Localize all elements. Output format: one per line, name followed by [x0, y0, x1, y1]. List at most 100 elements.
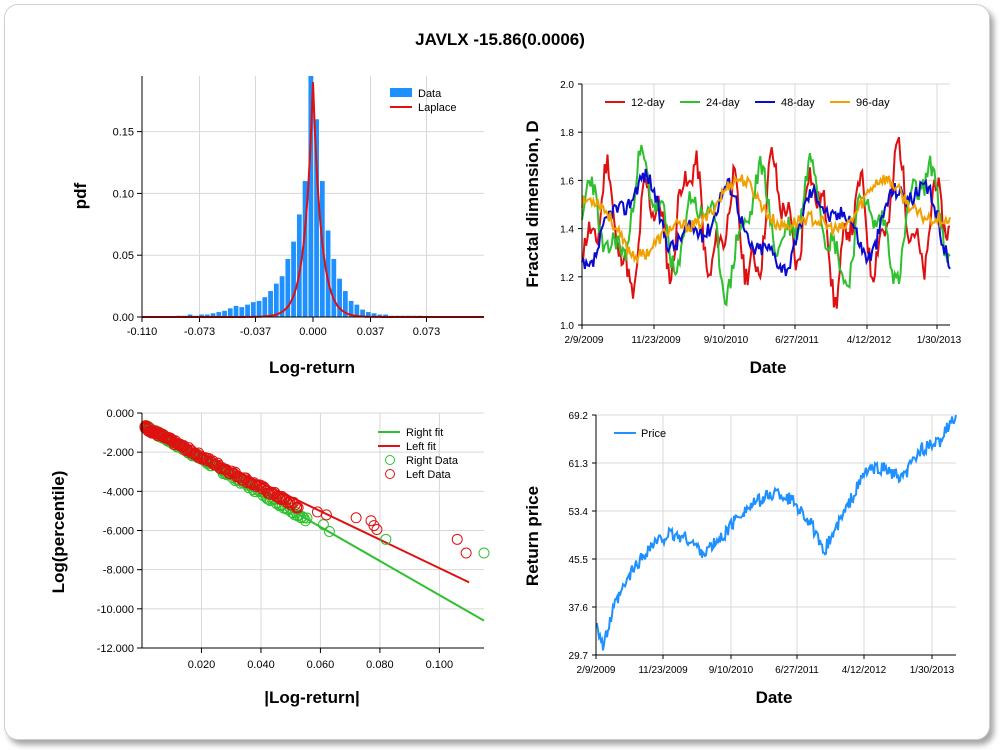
histogram-ytick-label: 0.00	[113, 312, 134, 324]
histogram-bar	[268, 291, 273, 317]
tail-ytick-label: -10.000	[97, 604, 134, 616]
tail-ytick-label: -8.000	[103, 565, 134, 577]
histogram-ylabel: pdf	[71, 182, 90, 209]
histogram-bar	[204, 314, 210, 317]
right-data-point	[380, 533, 392, 545]
histogram-bar	[210, 313, 216, 317]
left-data-point	[320, 509, 332, 521]
histogram-panel: -0.110 -0.073 -0.037 0.000 0.037 0.073 0.00 0.0…	[71, 76, 484, 377]
fractal-xtick-label: 2/9/2009	[565, 335, 604, 346]
left-data-point	[152, 426, 164, 438]
price-xlabel: Date	[756, 688, 793, 707]
price-ytick-label: 53.4	[569, 507, 589, 518]
price-ylabel: Return price	[523, 486, 542, 586]
left-data-point	[251, 481, 263, 493]
legend-right-data-label: Right Data	[406, 455, 459, 467]
histogram-legend: Data Laplace	[390, 88, 457, 114]
tail-xtick-label: 0.020	[188, 659, 216, 671]
histogram-bar	[222, 310, 227, 317]
histogram-xtick-label: 0.037	[357, 326, 385, 338]
tail-ytick-label: -2.000	[103, 447, 134, 459]
tail-xlabel: |Log-return|	[264, 688, 359, 707]
histogram-bar	[233, 305, 239, 317]
histogram-bar	[302, 181, 308, 317]
histogram-xlabel: Log-return	[269, 358, 355, 377]
histogram-xtick-label: -0.073	[184, 326, 215, 338]
histogram-bar	[262, 297, 268, 317]
histogram-xtick-label: -0.110	[127, 326, 157, 338]
price-xtick-label: 6/27/2011	[775, 665, 819, 676]
histogram-bar	[187, 314, 193, 317]
histogram-bar	[360, 309, 365, 317]
histogram-bar	[383, 314, 388, 317]
right-data-point	[296, 511, 308, 523]
right-data-point	[299, 515, 311, 527]
tail-xtick-label: 0.080	[366, 659, 394, 671]
histogram-bars	[176, 76, 423, 317]
left-data-point	[276, 493, 288, 505]
histogram-bar	[256, 300, 262, 317]
legend-48day-label: 48-day	[781, 97, 815, 109]
price-panel: 2/9/2009 11/23/2009 9/10/2010 6/27/2011 4/12…	[523, 411, 957, 707]
left-data-point	[291, 502, 303, 514]
fractal-xlabel: Date	[750, 358, 787, 377]
fractal-lines	[581, 136, 951, 309]
left-data-point	[243, 475, 255, 487]
legend-left-data-label: Left Data	[406, 469, 452, 481]
histogram-bar	[285, 258, 291, 317]
histogram-bar	[245, 304, 250, 317]
histogram-bar	[279, 276, 285, 317]
histogram-xtick-label: 0.000	[299, 326, 327, 338]
histogram-bar	[371, 313, 377, 317]
fractal-panel: 2/9/2009 11/23/2009 9/10/2010 6/27/2011 4/12…	[523, 80, 962, 377]
tail-panel: 0.020 0.040 0.060 0.080 0.100 0.000 -2.000 -4.0…	[49, 408, 490, 707]
histogram-bar	[227, 308, 233, 317]
fractal-ytick-label: 1.8	[560, 128, 574, 139]
legend-96day-label: 96-day	[856, 97, 890, 109]
chart-card	[4, 4, 990, 740]
left-data-point	[282, 497, 294, 509]
legend-laplace-label: Laplace	[418, 102, 457, 114]
histogram-bar	[308, 76, 314, 317]
histogram-bar	[342, 291, 348, 317]
fractal-ytick-label: 2.0	[560, 80, 574, 91]
left-data-point	[241, 477, 253, 489]
left-data-point	[350, 512, 362, 524]
price-xtick-label: 4/12/2012	[842, 665, 887, 676]
price-ytick-label: 69.2	[569, 411, 589, 422]
fractal-xtick-label: 1/30/2013	[917, 335, 962, 346]
histogram-bar	[325, 230, 331, 317]
fractal-ylabel: Fractal dimension, D	[523, 120, 542, 287]
legend-right-data-swatch	[385, 455, 395, 465]
tail-ytick-label: -12.000	[97, 643, 134, 655]
tail-xtick-label: 0.060	[307, 659, 335, 671]
right-data-point	[298, 512, 310, 524]
left-data-point	[368, 520, 380, 532]
right-data-point	[323, 525, 335, 537]
price-ytick-label: 45.5	[569, 555, 589, 566]
histogram-bar	[273, 283, 279, 317]
legend-left-data-swatch	[385, 469, 395, 479]
histogram-ytick-label: 0.10	[113, 188, 134, 200]
histogram-bar	[348, 300, 354, 317]
histogram-xtick-label: -0.037	[240, 326, 271, 338]
histogram-bar	[250, 302, 256, 317]
tail-xtick-label: 0.100	[426, 659, 454, 671]
legend-data-swatch	[390, 88, 412, 97]
price-ytick-label: 37.6	[569, 603, 589, 614]
histogram-bar	[365, 312, 371, 317]
histogram-bar	[239, 307, 245, 317]
price-legend: Price	[614, 428, 666, 440]
histogram-bar	[331, 258, 337, 317]
tail-ytick-label: 0.000	[106, 408, 134, 420]
legend-price-label: Price	[641, 428, 666, 440]
fractal-series-line-24-day	[581, 144, 951, 307]
price-xtick-label: 9/10/2010	[709, 665, 754, 676]
price-line	[595, 414, 957, 651]
left-data-point	[260, 485, 272, 497]
histogram-bar	[296, 214, 302, 317]
histogram-bar	[314, 119, 319, 317]
price-axes: 2/9/2009 11/23/2009 9/10/2010 6/27/2011 4/12…	[569, 411, 956, 676]
price-ytick-label: 29.7	[569, 651, 589, 662]
